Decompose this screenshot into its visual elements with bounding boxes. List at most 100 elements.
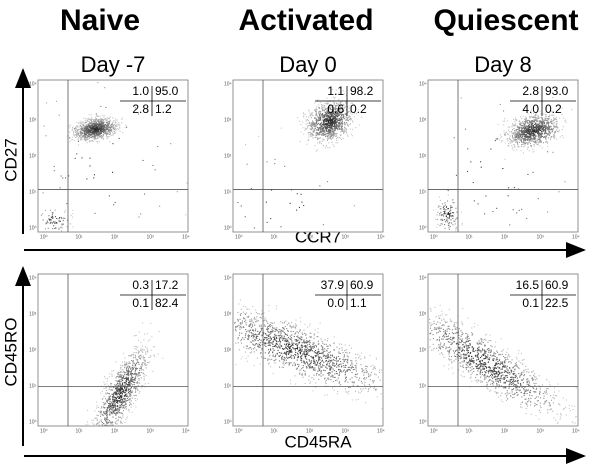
x-tick-label: 10¹ (76, 428, 84, 434)
event-dot (437, 223, 439, 225)
event-dot (372, 380, 374, 382)
event-dot (448, 217, 450, 219)
event-dot (541, 123, 543, 125)
event-dot (112, 409, 114, 411)
event-dot (105, 126, 107, 128)
event-dot (343, 107, 345, 109)
event-dot (85, 125, 87, 127)
event-dot (88, 126, 90, 128)
event-dot (142, 357, 144, 359)
event-dot (441, 214, 443, 216)
event-dot (116, 382, 118, 384)
event-dot (317, 370, 319, 372)
event-dot (242, 326, 244, 328)
event-dot (304, 129, 306, 131)
event-dot (336, 139, 338, 141)
event-dot (117, 128, 119, 130)
event-dot (248, 325, 250, 327)
event-dot (554, 118, 556, 120)
event-dot (100, 126, 102, 128)
event-dot (254, 338, 256, 340)
event-dot (326, 133, 328, 135)
event-dot (456, 211, 458, 213)
event-dot (344, 380, 346, 382)
event-dot (144, 383, 146, 385)
event-dot (154, 346, 156, 348)
y-tick-label: 10³ (419, 117, 427, 123)
event-dot (82, 124, 84, 126)
event-dot (106, 411, 108, 413)
event-dot (82, 123, 84, 125)
event-dot (333, 102, 335, 104)
event-dot (309, 336, 311, 338)
event-dot (333, 134, 335, 136)
event-dot (128, 361, 130, 363)
event-dot (51, 211, 53, 213)
event-dot (77, 131, 79, 133)
event-dot (107, 124, 109, 126)
event-dot (357, 353, 359, 355)
event-dot (302, 333, 304, 335)
event-dot (118, 412, 120, 414)
event-dot (335, 105, 337, 107)
event-dot (331, 128, 333, 130)
event-dot (129, 391, 131, 393)
event-dot (514, 125, 516, 127)
event-dot (353, 369, 355, 371)
event-dot (267, 335, 269, 337)
event-dot (274, 333, 276, 335)
event-dot (552, 123, 554, 125)
event-dot (450, 209, 452, 211)
event-dot (106, 127, 108, 129)
event-dot (250, 329, 252, 331)
event-dot (343, 366, 345, 368)
event-dot (536, 129, 538, 131)
event-dot (524, 122, 526, 124)
event-dot (121, 423, 123, 425)
event-dot (108, 117, 110, 119)
event-dot (344, 118, 346, 120)
event-dot (293, 357, 295, 359)
event-dot (331, 109, 333, 111)
event-dot (336, 393, 338, 395)
event-dot (125, 408, 127, 410)
event-dot (314, 124, 316, 126)
event-dot (439, 199, 441, 201)
event-dot (48, 215, 50, 217)
event-dot (322, 144, 324, 146)
event-dot (529, 120, 531, 122)
event-dot (84, 126, 86, 128)
event-dot (86, 135, 88, 137)
event-dot (348, 115, 350, 117)
event-dot (318, 367, 320, 369)
event-dot (504, 132, 506, 134)
event-dot (243, 326, 245, 328)
event-dot (130, 355, 132, 357)
event-dot (106, 133, 108, 135)
event-dot (329, 133, 331, 135)
event-dot (525, 139, 527, 141)
event-dot (343, 129, 345, 131)
event-dot (104, 87, 106, 89)
event-dot (111, 412, 113, 414)
event-dot (327, 137, 329, 139)
event-dot (535, 117, 537, 119)
event-dot (319, 374, 321, 376)
event-dot (106, 132, 108, 134)
event-dot (73, 134, 75, 136)
event-dot (293, 325, 295, 327)
event-dot (138, 379, 140, 381)
event-dot (286, 328, 288, 330)
event-dot (340, 119, 342, 121)
event-dot (325, 108, 327, 110)
event-dot (121, 400, 123, 402)
event-dot (108, 136, 110, 138)
event-dot (316, 149, 318, 151)
event-dot (347, 119, 349, 121)
event-dot (288, 348, 290, 350)
event-dot (509, 135, 511, 137)
x-tick-label: 10⁴ (377, 234, 385, 240)
event-dot (316, 137, 318, 139)
event-dot (340, 131, 342, 133)
event-dot (522, 141, 524, 143)
